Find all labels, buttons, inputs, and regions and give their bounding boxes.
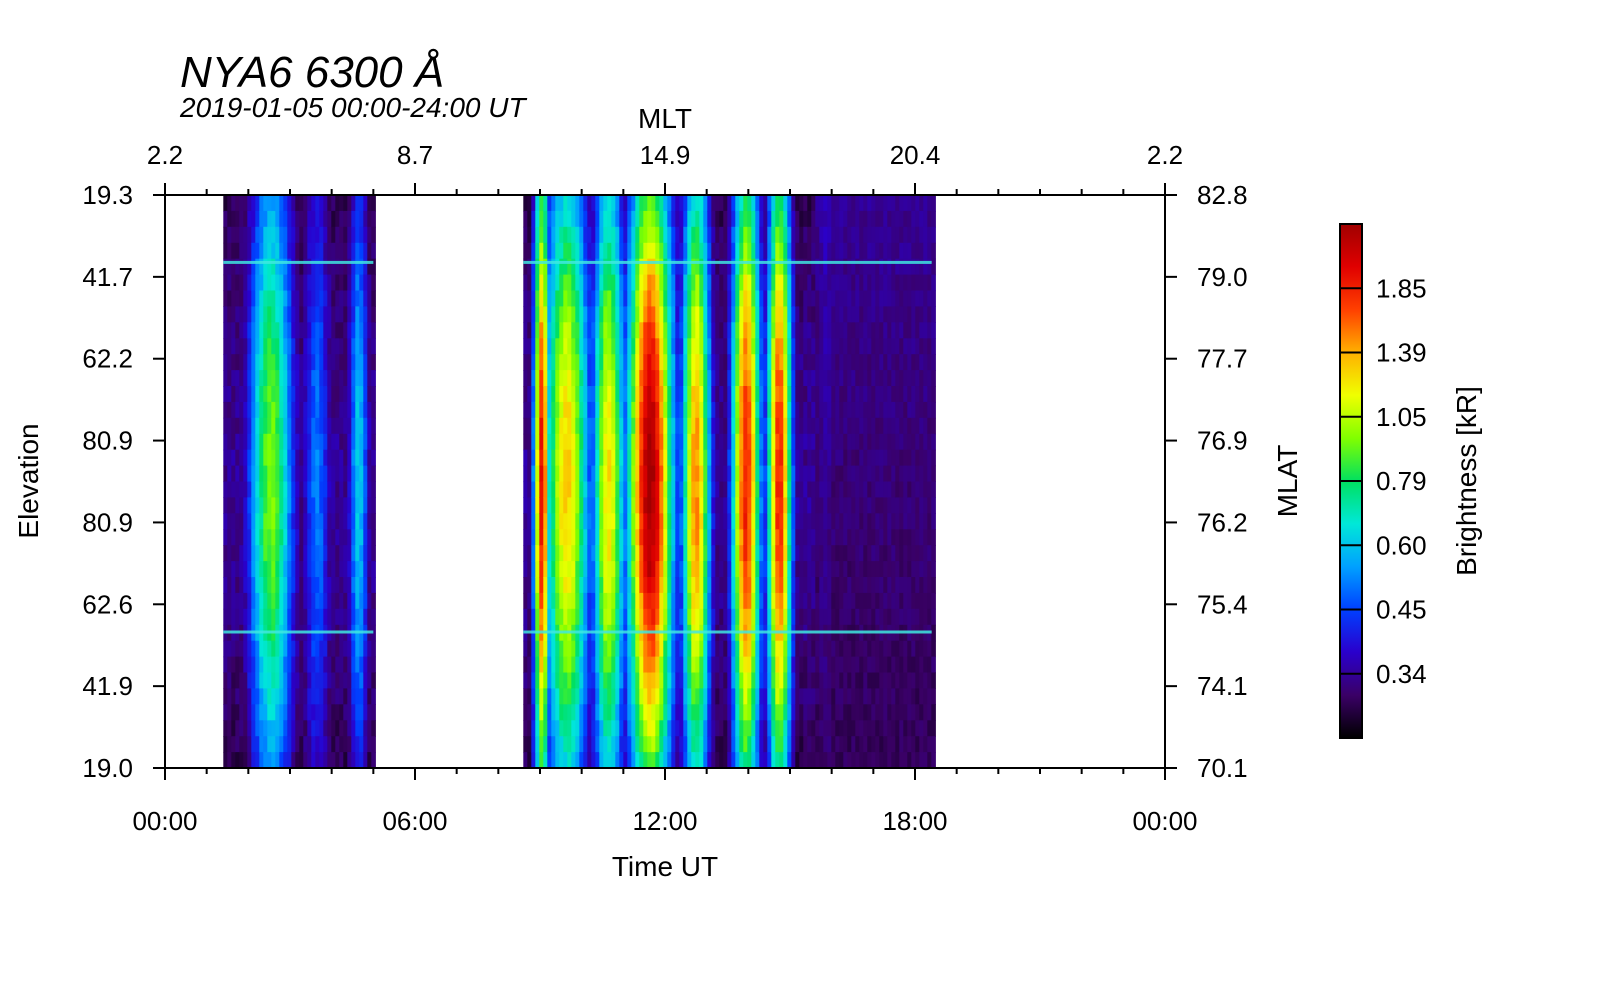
x-axis-top: 2.2 8.7 14.9 20.4 2.2 xyxy=(147,140,1183,195)
x2-tick-label: 20.4 xyxy=(890,140,941,170)
y-tick-label: 80.9 xyxy=(82,426,133,456)
x-axis-bottom: 00:00 06:00 12:00 18:00 00:00 xyxy=(132,768,1198,836)
x-axis-label: Time UT xyxy=(612,851,718,882)
heatmap-image xyxy=(223,195,936,768)
y2-tick-label: 82.8 xyxy=(1197,180,1248,210)
y2-tick-label: 70.1 xyxy=(1197,753,1248,783)
x2-tick-label: 2.2 xyxy=(147,140,183,170)
chart-subtitle: 2019-01-05 00:00-24:00 UT xyxy=(179,92,527,123)
y2-tick-label: 79.0 xyxy=(1197,262,1248,292)
y2-tick-label: 77.7 xyxy=(1197,344,1248,374)
chart-title: NYA6 6300 Å xyxy=(180,48,444,97)
x-tick-label: 00:00 xyxy=(132,806,197,836)
x2-tick-label: 14.9 xyxy=(640,140,691,170)
y-axis-right: 82.8 79.0 77.7 76.9 76.2 75.4 74.1 70.1 xyxy=(1165,180,1248,783)
y-tick-label: 80.9 xyxy=(82,507,133,537)
y-axis-label: Elevation xyxy=(13,423,44,538)
colorbar-label: Brightness [kR] xyxy=(1451,386,1482,576)
calibration-line xyxy=(223,630,374,634)
x2-tick-label: 2.2 xyxy=(1147,140,1183,170)
colorbar-tick-label: 0.60 xyxy=(1376,530,1427,560)
y2-tick-label: 74.1 xyxy=(1197,671,1248,701)
x2-axis-label: MLT xyxy=(638,103,692,134)
y-tick-label: 19.3 xyxy=(82,180,133,210)
x-tick-label: 06:00 xyxy=(382,806,447,836)
y-tick-label: 41.9 xyxy=(82,671,133,701)
y2-axis-label: MLAT xyxy=(1272,445,1303,518)
x-tick-label: 12:00 xyxy=(632,806,697,836)
colorbar-tick-label: 0.79 xyxy=(1376,466,1427,496)
calibration-line xyxy=(523,260,932,264)
y-tick-label: 19.0 xyxy=(82,753,133,783)
colorbar-tick-label: 0.45 xyxy=(1376,595,1427,625)
calibration-line xyxy=(523,630,932,634)
colorbar-tick-label: 0.34 xyxy=(1376,659,1427,689)
y-tick-label: 62.2 xyxy=(82,344,133,374)
y2-tick-label: 75.4 xyxy=(1197,589,1248,619)
x-tick-label: 00:00 xyxy=(1132,806,1197,836)
y2-tick-label: 76.2 xyxy=(1197,507,1248,537)
colorbar: 0.34 0.45 0.60 0.79 1.05 1.39 1.85 Brightness … xyxy=(1339,223,1482,739)
calibration-line xyxy=(223,260,374,264)
colorbar-tick-label: 1.39 xyxy=(1376,338,1427,368)
colorbar-tick-label: 1.05 xyxy=(1376,402,1427,432)
x2-tick-label: 8.7 xyxy=(397,140,433,170)
x-tick-label: 18:00 xyxy=(882,806,947,836)
y-tick-label: 62.6 xyxy=(82,589,133,619)
data-segment xyxy=(223,195,376,768)
y-axis-left: 19.3 41.7 62.2 80.9 80.9 62.6 41.9 19.0 xyxy=(82,180,165,783)
colorbar-tick-label: 1.85 xyxy=(1376,273,1427,303)
y2-tick-label: 76.9 xyxy=(1197,426,1248,456)
colorbar-ticks: 0.34 0.45 0.60 0.79 1.05 1.39 1.85 xyxy=(1340,273,1427,689)
y-tick-label: 41.7 xyxy=(82,262,133,292)
data-segment xyxy=(523,195,936,768)
